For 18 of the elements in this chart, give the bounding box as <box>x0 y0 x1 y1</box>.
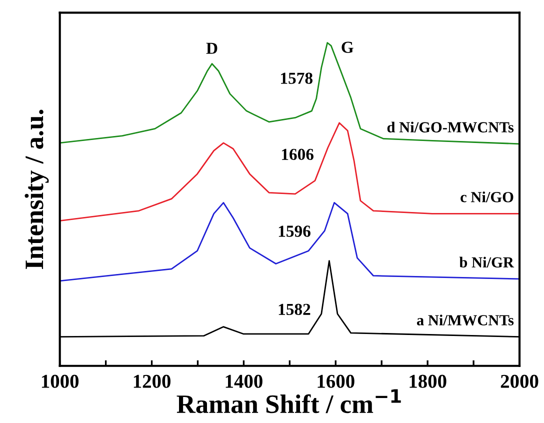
x-tick-label: 1200 <box>134 374 170 388</box>
x-tick-label: 1800 <box>410 374 446 388</box>
series-label: b Ni/GR <box>459 256 514 268</box>
annotation: G <box>342 42 354 53</box>
annotation: 1582 <box>278 304 310 316</box>
annotation: 1596 <box>278 226 310 237</box>
annotation: 1578 <box>281 72 312 84</box>
series-label: a Ni/MWCNTs <box>416 314 514 326</box>
x-tick-label: 1600 <box>318 374 354 388</box>
series-label: d Ni/GO-MWCNTs <box>387 122 514 133</box>
x-tick-label: 2000 <box>500 374 538 388</box>
x-axis-title: Raman Shift / cm$^{−1}$ <box>176 389 401 414</box>
x-tick-label: 1400 <box>226 374 262 388</box>
y-axis-title: Intensity / a.u. <box>24 110 49 270</box>
annotation: 1606 <box>282 148 314 160</box>
x-tick-label: 1000 <box>42 374 79 388</box>
series-label: c Ni/GO <box>460 192 514 202</box>
annotation: D <box>206 42 218 54</box>
